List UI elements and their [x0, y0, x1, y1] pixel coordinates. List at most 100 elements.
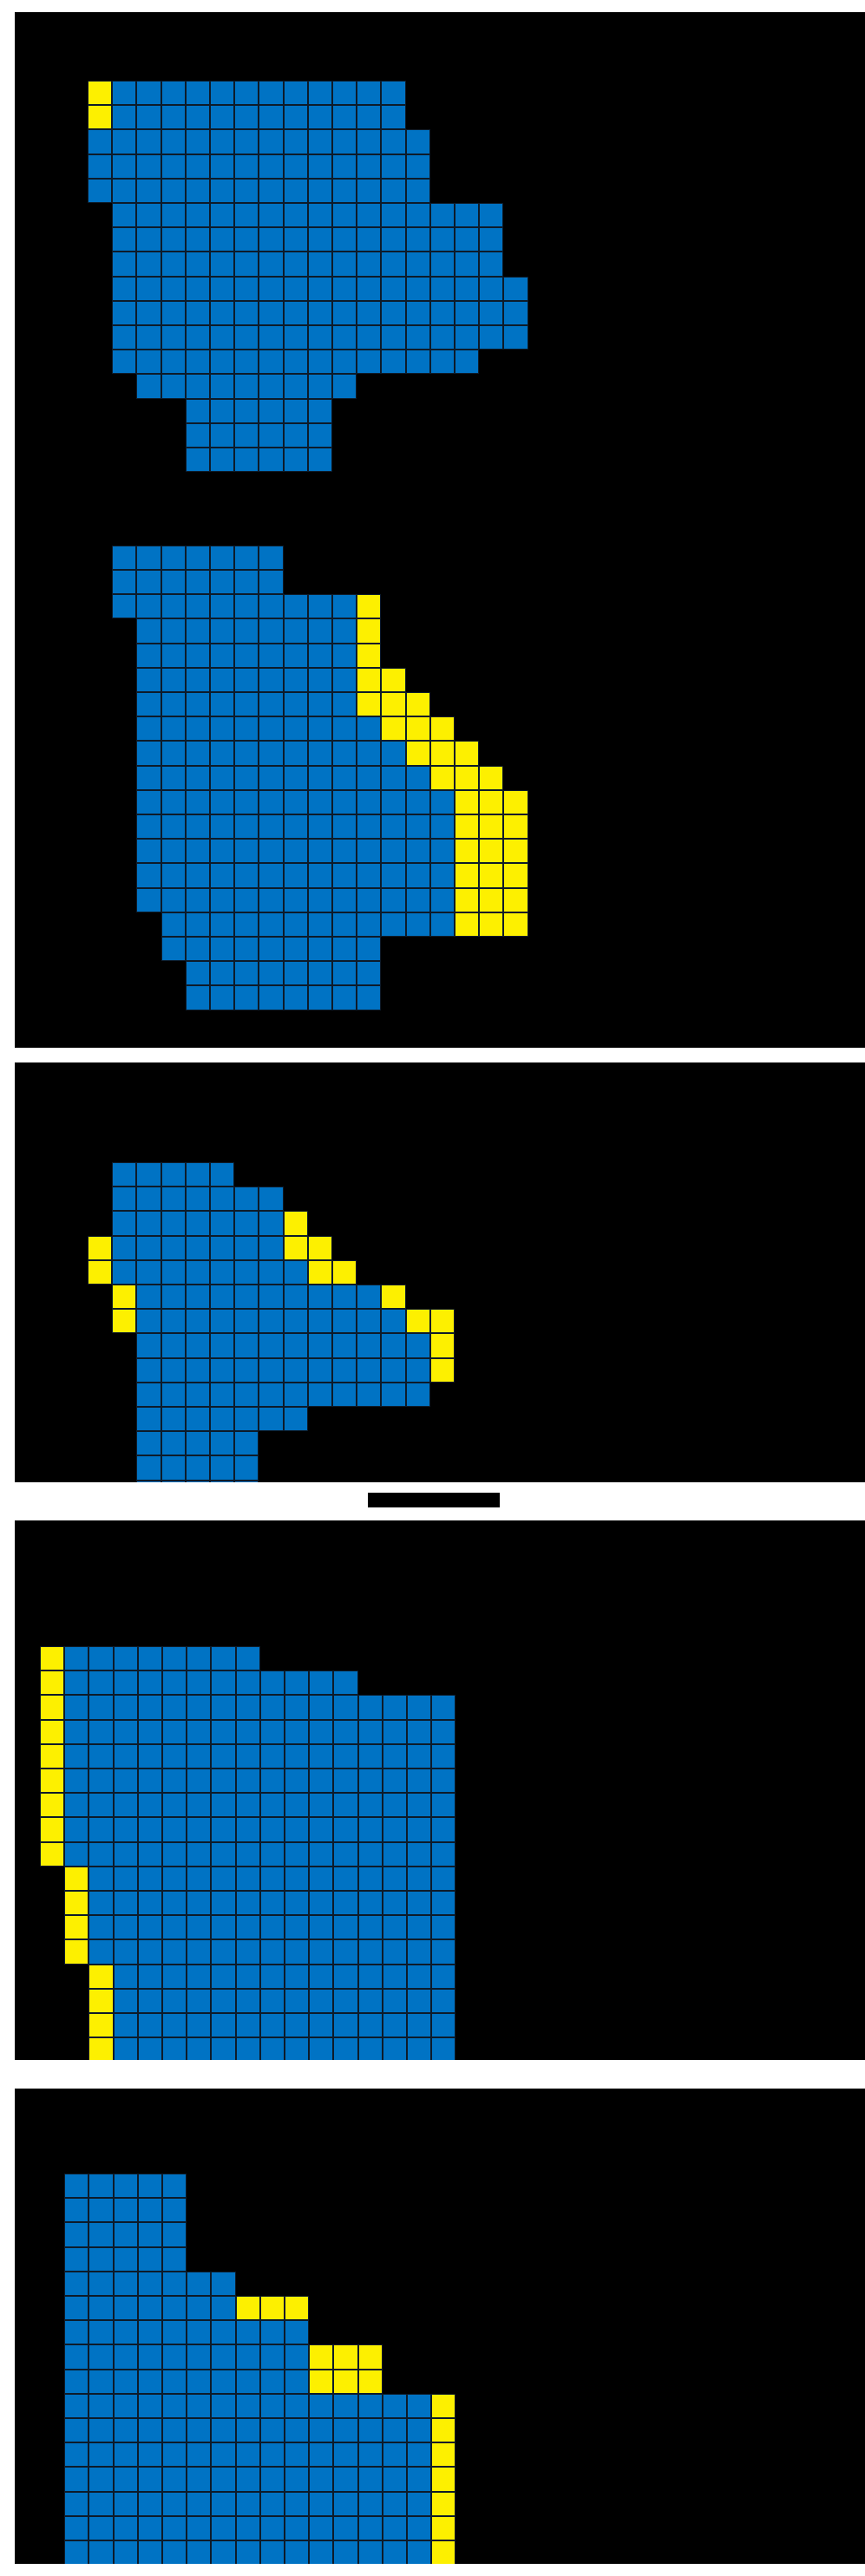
grid-cell	[88, 2198, 114, 2223]
grid-cell	[309, 2515, 334, 2540]
grid-cell	[479, 912, 504, 937]
grid-cell	[381, 1382, 406, 1407]
grid-cell	[283, 1382, 308, 1407]
grid-cell	[333, 1964, 358, 1989]
grid-cell	[283, 1235, 308, 1260]
grid-cell	[405, 692, 430, 717]
grid-cell	[137, 1769, 162, 1794]
grid-cell	[431, 2515, 456, 2540]
separator-bar	[368, 1493, 500, 1507]
grid-cell	[307, 448, 332, 473]
grid-cell	[333, 1719, 358, 1744]
grid-cell	[259, 81, 284, 106]
grid-cell	[259, 765, 284, 790]
grid-cell	[210, 545, 235, 570]
grid-cell	[429, 350, 455, 375]
grid-cell	[88, 1793, 114, 1818]
grid-cell	[381, 1333, 406, 1358]
grid-cell	[455, 814, 480, 840]
grid-cell	[210, 937, 235, 962]
grid-cell	[381, 154, 406, 179]
grid-cell	[431, 1988, 456, 2013]
grid-cell	[113, 2369, 138, 2394]
grid-cell	[307, 1259, 332, 1285]
grid-cell	[40, 1646, 65, 1671]
grid-cell	[381, 1357, 406, 1383]
grid-cell	[234, 887, 259, 912]
grid-cell	[381, 912, 406, 937]
grid-cell	[210, 154, 235, 179]
grid-cell	[187, 1695, 212, 1720]
grid-cell	[185, 178, 210, 203]
grid-cell	[285, 2467, 310, 2492]
grid-cell	[307, 252, 332, 277]
grid-cell	[307, 961, 332, 986]
grid-cell	[137, 1793, 162, 1818]
grid-cell	[259, 594, 284, 619]
grid-cell	[185, 716, 210, 742]
grid-cell	[235, 2369, 260, 2394]
grid-cell	[285, 1988, 310, 2013]
grid-cell	[185, 1407, 210, 1432]
grid-cell	[234, 912, 259, 937]
grid-cell	[455, 252, 480, 277]
grid-cell	[187, 1939, 212, 1965]
grid-cell	[259, 1309, 284, 1334]
grid-cell	[162, 1988, 187, 2013]
grid-cell	[405, 178, 430, 203]
grid-cell	[382, 2418, 407, 2443]
grid-cell	[137, 1866, 162, 1891]
grid-cell	[234, 398, 259, 423]
grid-cell	[307, 912, 332, 937]
grid-cell	[161, 203, 186, 228]
grid-cell	[161, 300, 186, 325]
grid-cell	[307, 789, 332, 814]
grid-cell	[64, 1769, 89, 1794]
grid-cell	[357, 325, 382, 350]
grid-cell	[429, 839, 455, 864]
grid-cell	[307, 863, 332, 888]
grid-cell	[187, 2467, 212, 2492]
grid-cell	[210, 422, 235, 448]
grid-cell	[161, 1259, 186, 1285]
grid-cell	[503, 325, 528, 350]
grid-cell	[381, 81, 406, 106]
grid-cell	[259, 178, 284, 203]
grid-cell	[309, 2540, 334, 2564]
grid-cell	[161, 545, 186, 570]
grid-cell	[162, 2491, 187, 2516]
grid-cell	[479, 252, 504, 277]
grid-cell	[283, 667, 308, 692]
grid-cell	[235, 1866, 260, 1891]
grid-cell	[357, 594, 382, 619]
grid-cell	[136, 814, 161, 840]
grid-cell	[429, 276, 455, 301]
grid-cell	[455, 276, 480, 301]
grid-cell	[137, 1817, 162, 1842]
grid-cell	[285, 1866, 310, 1891]
grid-cell	[429, 789, 455, 814]
grid-cell	[283, 789, 308, 814]
grid-cell	[88, 2467, 114, 2492]
grid-cell	[405, 765, 430, 790]
grid-cell	[357, 937, 382, 962]
grid-cell	[162, 2271, 187, 2296]
grid-cell	[283, 1211, 308, 1236]
grid-cell	[283, 105, 308, 130]
grid-cell	[357, 252, 382, 277]
grid-cell	[381, 1309, 406, 1334]
grid-cell	[381, 252, 406, 277]
grid-cell	[187, 1817, 212, 1842]
grid-cell	[112, 1162, 137, 1187]
grid-cell	[88, 1939, 114, 1965]
grid-cell	[112, 178, 137, 203]
grid-cell	[283, 398, 308, 423]
grid-cell	[210, 203, 235, 228]
grid-cell	[112, 1187, 137, 1212]
grid-cell	[479, 789, 504, 814]
grid-cell	[162, 1939, 187, 1965]
grid-cell	[137, 2037, 162, 2060]
grid-cell	[211, 1939, 236, 1965]
grid-cell	[285, 1964, 310, 1989]
